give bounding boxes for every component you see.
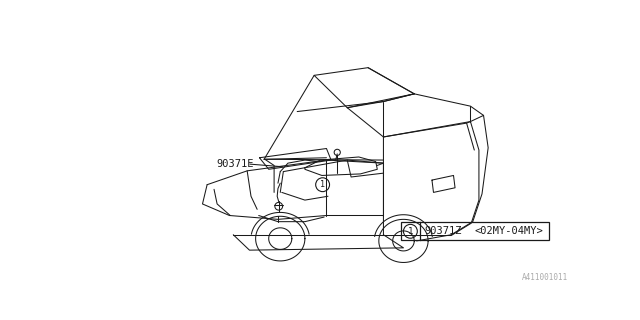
Text: 90371E: 90371E bbox=[216, 159, 254, 169]
Bar bbox=[401, 222, 549, 240]
Circle shape bbox=[316, 178, 330, 192]
Text: 1: 1 bbox=[408, 227, 413, 236]
Text: 90371Z: 90371Z bbox=[424, 226, 461, 236]
Circle shape bbox=[403, 224, 417, 238]
Text: <02MY-04MY>: <02MY-04MY> bbox=[474, 226, 543, 236]
Text: 1: 1 bbox=[320, 180, 325, 189]
Text: A411001011: A411001011 bbox=[522, 273, 568, 282]
